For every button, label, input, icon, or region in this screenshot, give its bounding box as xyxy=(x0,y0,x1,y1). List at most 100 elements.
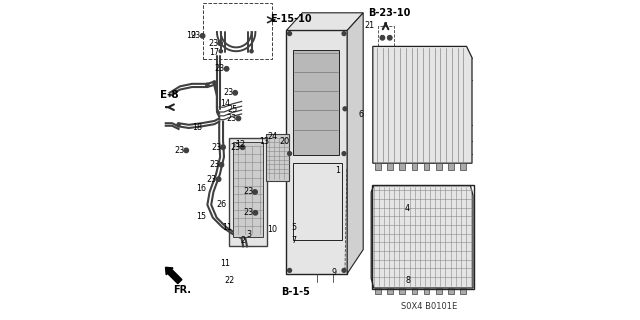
Text: 23: 23 xyxy=(174,146,184,155)
Text: B-1-5: B-1-5 xyxy=(282,287,310,297)
Circle shape xyxy=(177,123,180,126)
Polygon shape xyxy=(347,13,364,274)
Circle shape xyxy=(216,177,221,181)
Circle shape xyxy=(342,32,346,36)
Circle shape xyxy=(343,107,347,111)
Text: 7: 7 xyxy=(291,236,296,245)
Bar xyxy=(292,163,342,240)
Text: 23: 23 xyxy=(223,88,233,97)
Circle shape xyxy=(219,50,223,53)
Bar xyxy=(424,163,429,170)
Text: 15: 15 xyxy=(196,212,207,221)
Circle shape xyxy=(206,83,209,86)
Circle shape xyxy=(288,152,292,156)
Circle shape xyxy=(218,41,223,45)
Bar xyxy=(436,163,442,170)
Circle shape xyxy=(240,145,245,149)
Bar xyxy=(399,163,405,170)
Text: 6: 6 xyxy=(358,110,364,119)
Text: 22: 22 xyxy=(225,276,235,285)
Polygon shape xyxy=(372,46,472,163)
Circle shape xyxy=(342,268,346,272)
Text: 23: 23 xyxy=(207,175,216,184)
Text: 19: 19 xyxy=(186,31,196,40)
Text: 20: 20 xyxy=(280,137,290,146)
Text: 13: 13 xyxy=(259,137,269,146)
Text: 25: 25 xyxy=(228,105,238,114)
Bar xyxy=(292,50,339,155)
Text: 16: 16 xyxy=(196,184,206,193)
Bar xyxy=(378,26,394,52)
Circle shape xyxy=(219,163,224,167)
Text: FR.: FR. xyxy=(173,284,191,295)
Circle shape xyxy=(224,67,229,71)
Bar xyxy=(387,288,393,294)
Bar xyxy=(424,288,429,294)
Bar xyxy=(448,288,454,294)
Bar xyxy=(375,163,381,170)
Bar xyxy=(204,3,272,59)
Text: 3: 3 xyxy=(246,230,252,239)
Bar xyxy=(436,288,442,294)
Bar xyxy=(460,163,466,170)
Bar xyxy=(412,288,417,294)
Text: 23: 23 xyxy=(230,143,241,152)
Text: 9: 9 xyxy=(332,268,337,277)
Circle shape xyxy=(288,268,292,272)
Text: 18: 18 xyxy=(192,123,202,132)
Bar xyxy=(460,288,466,294)
Text: 5: 5 xyxy=(292,223,297,232)
Text: 10: 10 xyxy=(268,225,278,234)
Circle shape xyxy=(184,148,189,153)
Text: S0X4 B0101E: S0X4 B0101E xyxy=(401,302,457,311)
Bar xyxy=(399,288,405,294)
Bar xyxy=(387,163,393,170)
Bar xyxy=(375,288,381,294)
Circle shape xyxy=(253,211,258,215)
Bar xyxy=(287,30,347,274)
Text: 12: 12 xyxy=(236,140,246,149)
Text: 23: 23 xyxy=(214,64,225,73)
Circle shape xyxy=(288,32,292,36)
Text: 11: 11 xyxy=(222,223,232,232)
Text: 8: 8 xyxy=(406,276,410,285)
Text: 23: 23 xyxy=(209,160,220,169)
Text: 26: 26 xyxy=(216,200,227,209)
Bar xyxy=(266,134,289,181)
Circle shape xyxy=(342,152,346,156)
Text: 11: 11 xyxy=(221,259,230,268)
Text: 23: 23 xyxy=(243,208,253,217)
Circle shape xyxy=(236,116,241,121)
Text: 2: 2 xyxy=(240,236,245,245)
Text: 23: 23 xyxy=(227,114,236,123)
Circle shape xyxy=(250,50,253,53)
Text: E-8: E-8 xyxy=(159,90,179,100)
Text: 4: 4 xyxy=(405,204,410,213)
Polygon shape xyxy=(287,13,364,30)
Bar xyxy=(233,142,263,237)
Text: E-15-10: E-15-10 xyxy=(269,13,312,24)
Circle shape xyxy=(233,91,237,95)
Circle shape xyxy=(388,36,392,40)
Bar xyxy=(372,185,474,289)
Text: B-23-10: B-23-10 xyxy=(369,8,411,19)
Text: 1: 1 xyxy=(335,166,340,175)
Text: 17: 17 xyxy=(209,48,219,57)
Bar xyxy=(229,138,268,246)
Polygon shape xyxy=(371,186,473,288)
Circle shape xyxy=(212,81,216,84)
Text: 14: 14 xyxy=(221,99,230,108)
Text: 24: 24 xyxy=(268,132,278,141)
FancyArrow shape xyxy=(166,267,182,284)
Circle shape xyxy=(221,145,225,149)
Text: 23: 23 xyxy=(208,39,218,48)
Circle shape xyxy=(380,36,385,40)
Text: 23: 23 xyxy=(211,143,221,152)
Text: 21: 21 xyxy=(365,21,374,30)
Circle shape xyxy=(253,190,257,194)
Bar xyxy=(448,163,454,170)
Circle shape xyxy=(200,34,205,38)
Bar xyxy=(412,163,417,170)
Text: 23: 23 xyxy=(191,31,200,40)
Text: 23: 23 xyxy=(243,188,253,196)
